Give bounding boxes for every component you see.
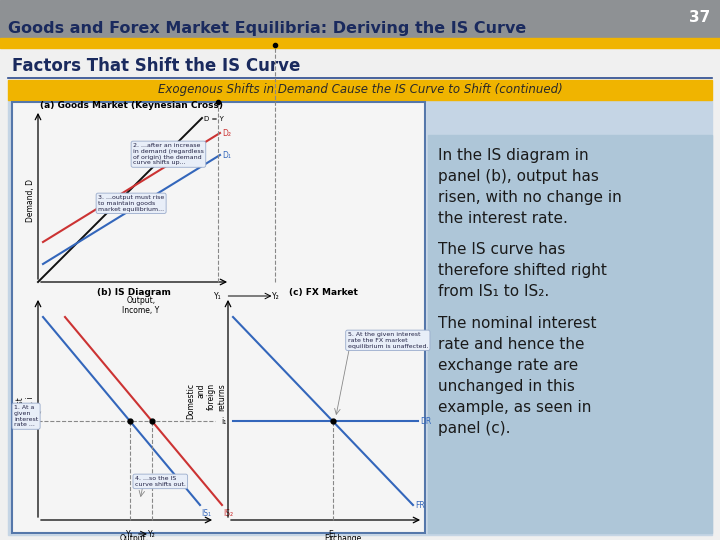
Bar [8,100,712,535]
Text: (a) Goods Market (Keynesian Cross): (a) Goods Market (Keynesian Cross) [40,101,223,110]
Text: 4. ...so the IS
curve shifts out.: 4. ...so the IS curve shifts out. [135,476,186,487]
Bar [428,135,712,533]
Text: Domestic
and
foreign
returns: Domestic and foreign returns [186,383,226,419]
Text: 5. At the given interest
rate the FX market
equilibrium is unaffected.: 5. At the given interest rate the FX mar… [348,332,428,349]
Text: Goods and Forex Market Equilibria: Deriving the IS Curve: Goods and Forex Market Equilibria: Deriv… [8,21,526,36]
Text: D₁: D₁ [222,151,231,159]
Text: IS₁: IS₁ [201,509,211,518]
Text: Exogenous Shifts in Demand Cause the IS Curve to Shift (continued): Exogenous Shifts in Demand Cause the IS … [158,84,562,97]
Text: Output,
income, Y: Output, income, Y [115,534,153,540]
Bar [12,102,425,533]
Text: i₁: i₁ [30,416,35,426]
Text: In the IS diagram in
panel (b), output has
risen, with no change in
the interest: In the IS diagram in panel (b), output h… [438,148,622,226]
Text: Demand, D: Demand, D [26,179,35,221]
Text: Exchange
rate, E: Exchange rate, E [325,534,361,540]
Text: The nominal interest
rate and hence the
exchange rate are
unchanged in this
exam: The nominal interest rate and hence the … [438,316,596,436]
Text: The IS curve has
therefore shifted right
from IS₁ to IS₂.: The IS curve has therefore shifted right… [438,242,607,299]
Text: 1. At a
given
interest
rate ...: 1. At a given interest rate ... [14,405,38,427]
Text: D₂: D₂ [222,129,231,138]
Bar [12,102,425,533]
Text: Interest
rate, i: Interest rate, i [16,396,35,426]
Text: 2. ...after an increase
in demand (regardless
of origin) the demand
curve shifts: 2. ...after an increase in demand (regar… [133,143,204,165]
Text: IS₂: IS₂ [223,509,233,518]
Text: (b) IS Diagram: (b) IS Diagram [97,288,171,297]
Text: 37: 37 [689,10,711,25]
Text: FR: FR [415,501,425,510]
Text: D = Y: D = Y [204,116,224,122]
Bar [0,0,720,38]
Text: DR: DR [420,416,431,426]
Text: Y₂: Y₂ [271,292,279,301]
Text: (c) FX Market: (c) FX Market [289,288,357,297]
Text: Y₁: Y₁ [126,530,134,539]
Text: Y₁: Y₁ [214,292,221,301]
Text: Y₂: Y₂ [148,530,156,539]
Text: Factors That Shift the IS Curve: Factors That Shift the IS Curve [12,57,300,75]
Text: i₁: i₁ [221,416,226,426]
Text: Output,
Income, Y: Output, Income, Y [122,296,160,315]
Bar [8,80,712,100]
Text: E₁: E₁ [329,530,336,539]
Bar [0,38,720,48]
Text: 3. ...output must rise
to maintain goods
market equilibrium...: 3. ...output must rise to maintain goods… [98,195,164,212]
